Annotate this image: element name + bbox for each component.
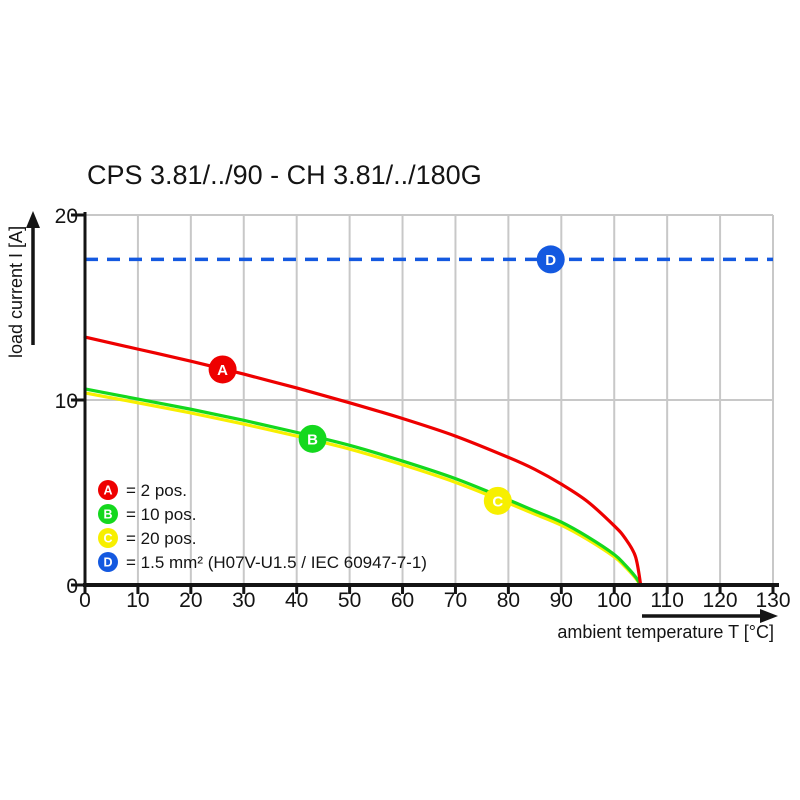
curve-b [83,387,643,587]
legend-marker-b-icon [98,504,118,524]
x-tick-label: 130 [755,589,790,612]
x-tick-label: 70 [444,589,467,612]
legend-marker-a-letter: A [103,484,112,498]
legend-item-b: B = 10 pos. [98,504,196,524]
x-tick-label: 110 [650,589,683,612]
y-tick-label: 20 [55,205,78,228]
legend-item-d: D = 1.5 mm² (H07V-U1.5 / IEC 60947-7-1) [98,552,427,572]
x-tick-label: 10 [126,589,149,612]
legend-label-a: = 2 pos. [126,481,187,500]
curve-markers: A B C D [208,245,565,515]
x-tick-label: 90 [550,589,573,612]
legend-item-c: C = 20 pos. [98,528,196,548]
marker-letter-c: C [492,493,503,510]
x-tick-label: 100 [597,589,632,612]
legend-marker-d-letter: D [103,556,112,570]
x-tick-label: 120 [703,589,738,612]
chart-title: CPS 3.81/../90 - CH 3.81/../180G [87,160,482,190]
marker-letter-a: A [217,362,228,379]
legend-label-b: = 10 pos. [126,505,196,524]
x-tick-label: 80 [497,589,520,612]
legend-marker-c-letter: C [103,532,112,546]
marker-a [208,355,237,384]
legend-marker-b-letter: B [103,508,112,522]
axes: 0 10 20 30 40 50 60 70 80 90 100 110 120 130 0 10 20 [55,205,791,612]
gridlines [85,214,774,585]
x-tick-label: 30 [232,589,255,612]
marker-c [483,486,512,515]
y-axis-label: load current I [A] [6,226,26,358]
marker-d [536,245,565,274]
x-tick-label: 60 [391,589,414,612]
legend-marker-c-icon [98,528,118,548]
marker-letter-d: D [545,252,556,269]
legend-item-a: A = 2 pos. [98,480,187,500]
x-tick-label: 40 [285,589,308,612]
x-tick-label: 20 [179,589,202,612]
y-tick-label: 0 [66,575,78,598]
x-tick-label: 0 [79,589,91,612]
legend-marker-a-icon [98,480,118,500]
x-axis-arrow-icon [642,609,778,623]
legend-marker-d-icon [98,552,118,572]
legend: A = 2 pos. B = 10 pos. C = 20 pos. D = 1… [98,480,427,572]
legend-label-c: = 20 pos. [126,529,196,548]
legend-label-d: = 1.5 mm² (H07V-U1.5 / IEC 60947-7-1) [126,553,427,572]
y-axis-arrow-icon [26,211,40,345]
marker-letter-b: B [307,431,318,448]
y-tick-label: 10 [55,390,78,413]
x-axis-label: ambient temperature T [°C] [557,622,774,642]
x-tick-label: 50 [338,589,361,612]
marker-b [298,424,327,453]
